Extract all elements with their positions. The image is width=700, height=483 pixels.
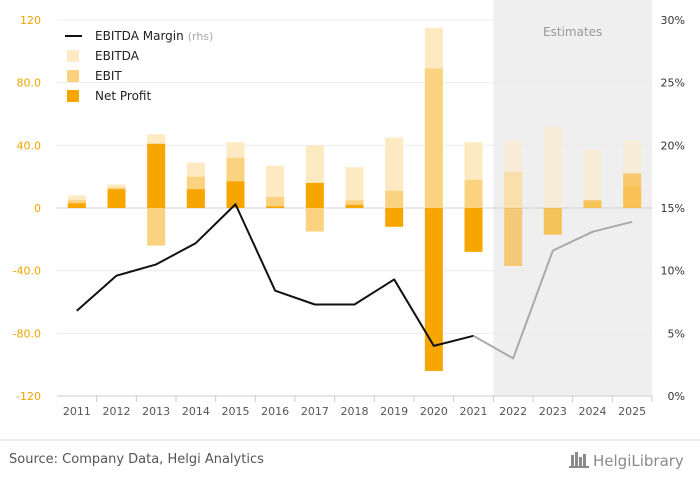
y2-tick-label: 0% [668,390,685,403]
y2-tick-label: 30% [661,14,685,27]
source-note: Source: Company Data, Helgi Analytics [9,452,264,467]
estimates-label: Estimates [543,25,602,39]
bar-net-profit [226,181,245,208]
x-tick-label: 2024 [579,405,607,418]
x-tick-label: 2018 [341,405,369,418]
legend-swatch-net-profit [67,90,79,102]
legend-label-net-profit: Net Profit [95,89,151,103]
bar-net-profit [543,208,562,235]
bar-net-profit [67,203,86,208]
brand-name: HelgiLibrary [593,452,684,470]
bar-net-profit [345,204,364,208]
bar-net-profit [583,200,602,208]
legend-label-ebitda-margin: EBITDA Margin (rhs) [95,29,213,43]
x-tick-label: 2021 [460,405,488,418]
bar-net-profit [305,182,324,208]
line-ebitda-margin-actual [76,203,474,347]
bar-ebit [147,208,166,246]
bar-ebitda [583,150,602,208]
legend-label-ebit: EBIT [95,69,122,83]
y2-tick-label: 25% [661,77,685,90]
y-tick-label: 0 [34,202,41,215]
x-tick-label: 2023 [539,405,567,418]
bar-net-profit [147,143,166,208]
legend-label-ebitda: EBITDA [95,49,140,63]
bar-ebitda [345,167,364,208]
legend-label-suffix: (rhs) [188,30,214,43]
y-tick-label: 40.0 [17,139,42,152]
y2-tick-label: 20% [661,139,685,152]
bar-net-profit [266,206,285,208]
bar-net-profit [424,208,443,371]
x-tick-label: 2011 [63,405,91,418]
y-tick-label: 120 [20,14,41,27]
y-tick-label: -80.0 [13,327,41,340]
x-tick-label: 2025 [618,405,646,418]
y-tick-label: 80.0 [17,77,42,90]
y2-tick-label: 5% [668,327,685,340]
y-tick-label: -120 [16,390,41,403]
bar-net-profit [464,208,483,252]
legend-swatch-ebitda [67,50,79,62]
margin-line [76,203,633,360]
brand-logo: HelgiLibrary [569,452,684,470]
y2-tick-label: 10% [661,265,685,278]
bar-ebit [504,171,523,208]
bar-ebit [305,208,324,232]
y-tick-label: -40.0 [13,265,41,278]
x-tick-label: 2014 [182,405,210,418]
x-tick-label: 2017 [301,405,329,418]
x-tick-label: 2019 [380,405,408,418]
line-ebitda-margin-estimate [473,220,633,360]
x-tick-label: 2015 [222,405,250,418]
bar-ebitda [385,137,404,208]
library-icon [569,452,589,468]
bars [67,27,642,371]
bar-ebit [345,200,364,208]
y2-tick-label: 15% [661,202,685,215]
bar-net-profit [186,189,205,208]
axes: 120 80.0 40.0 0 -40.0 -80.0 -120 30% 25% 20% 15% 10… [13,14,685,418]
x-tick-label: 2013 [142,405,170,418]
bar-ebit [464,179,483,208]
x-tick-label: 2016 [261,405,289,418]
bar-net-profit [504,208,523,266]
x-tick-label: 2020 [420,405,448,418]
bar-ebit [385,190,404,208]
bar-ebitda [543,126,562,208]
x-tick-label: 2022 [499,405,527,418]
x-tick-label: 2012 [103,405,131,418]
bar-net-profit [107,189,126,208]
legend: EBITDA Margin (rhs) EBITDA EBIT Net Profit [65,29,213,103]
bar-net-profit [623,173,642,208]
bar-ebit [266,197,285,208]
bar-net-profit [385,208,404,227]
bar-ebit [424,68,443,208]
legend-swatch-ebit [67,70,79,82]
